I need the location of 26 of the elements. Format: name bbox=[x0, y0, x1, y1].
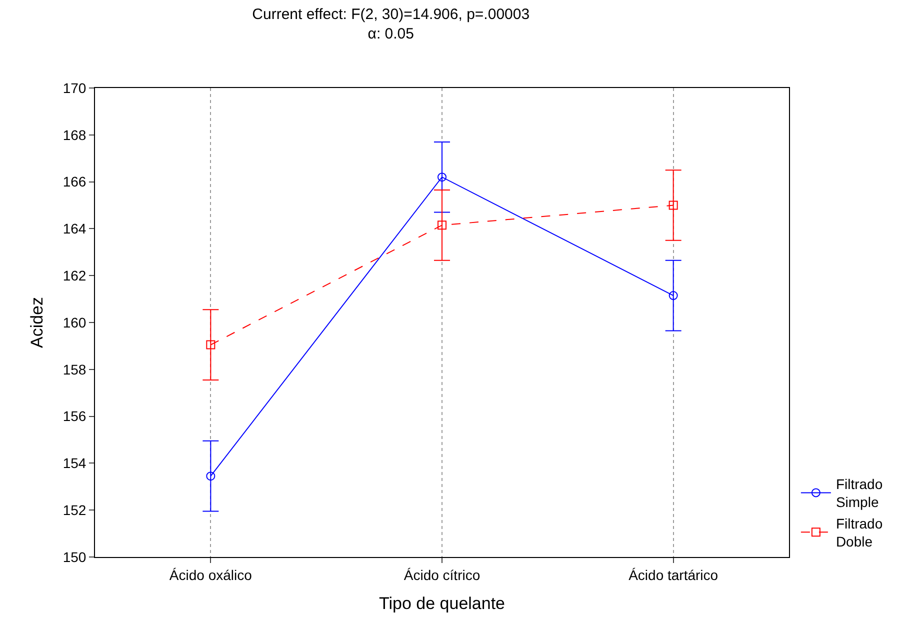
y-axis-title: Acidez bbox=[27, 296, 46, 348]
point bbox=[668, 291, 678, 300]
y-tick-label: 168 bbox=[62, 126, 86, 143]
legend-label: Filtrado Simple bbox=[836, 476, 883, 510]
y-tick-label: 158 bbox=[62, 361, 86, 378]
x-tick-label: Ácido tartárico bbox=[628, 566, 718, 583]
y-tick-label: 170 bbox=[62, 80, 86, 96]
y-tick-label: 166 bbox=[62, 174, 86, 190]
y-tick-label: 152 bbox=[62, 502, 86, 518]
y-tick-label: 162 bbox=[62, 268, 86, 284]
y-tick-label: 164 bbox=[62, 220, 86, 237]
x-axis-title: Tipo de quelante bbox=[378, 594, 506, 614]
x-tick-label: Ácido oxálico bbox=[169, 566, 252, 583]
point bbox=[438, 172, 446, 182]
y-tick-label: 150 bbox=[62, 548, 86, 565]
y-tick-label: 154 bbox=[62, 455, 86, 472]
legend-label: Filtrado Doble bbox=[836, 515, 883, 550]
x-tick-label: Ácido cítrico bbox=[404, 566, 480, 583]
chart-title: Current effect: F(2, 30)=14.906, p=.00003 bbox=[252, 6, 530, 23]
point bbox=[206, 340, 216, 350]
y-tick-label: 160 bbox=[62, 314, 86, 330]
point bbox=[438, 220, 446, 230]
point bbox=[668, 200, 678, 210]
point bbox=[206, 472, 216, 481]
chart-subtitle: α: 0.05 bbox=[368, 25, 414, 42]
y-tick-label: 156 bbox=[62, 408, 86, 424]
